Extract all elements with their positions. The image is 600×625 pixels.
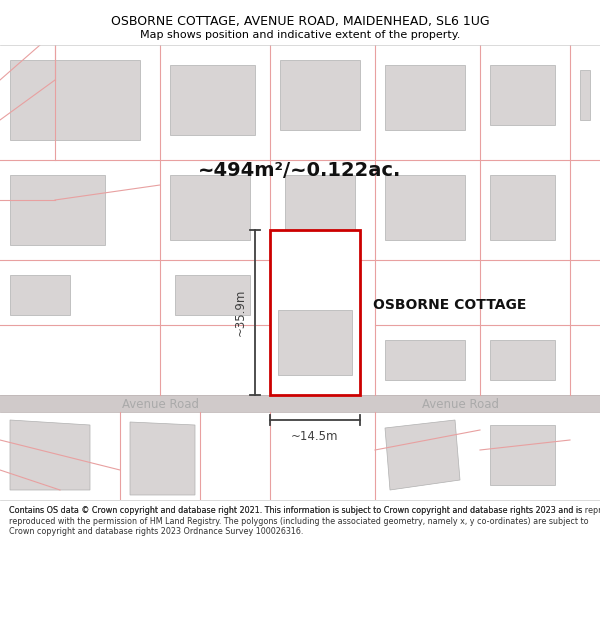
Bar — [385, 175, 465, 240]
Bar — [385, 340, 465, 380]
Bar — [490, 65, 555, 125]
Polygon shape — [130, 422, 195, 495]
Bar — [490, 175, 555, 240]
Bar — [10, 175, 105, 245]
Text: Contains OS data © Crown copyright and database right 2021. This information is : Contains OS data © Crown copyright and d… — [9, 506, 600, 515]
Text: OSBORNE COTTAGE, AVENUE ROAD, MAIDENHEAD, SL6 1UG: OSBORNE COTTAGE, AVENUE ROAD, MAIDENHEAD… — [110, 15, 490, 28]
Bar — [170, 175, 250, 240]
Bar — [10, 60, 140, 140]
Bar — [580, 70, 590, 120]
Text: Avenue Road: Avenue Road — [121, 398, 199, 411]
Text: Map shows position and indicative extent of the property.: Map shows position and indicative extent… — [140, 30, 460, 40]
Bar — [175, 275, 250, 315]
Text: Avenue Road: Avenue Road — [421, 398, 499, 411]
Bar — [10, 275, 70, 315]
Bar — [278, 310, 352, 375]
Text: Contains OS data © Crown copyright and database right 2021. This information is : Contains OS data © Crown copyright and d… — [9, 506, 589, 536]
Text: OSBORNE COTTAGE: OSBORNE COTTAGE — [373, 298, 527, 312]
Bar — [270, 230, 360, 395]
Bar — [278, 310, 352, 375]
Polygon shape — [385, 420, 460, 490]
Text: ~14.5m: ~14.5m — [291, 430, 339, 443]
Bar — [280, 60, 360, 130]
Text: ~494m²/~0.122ac.: ~494m²/~0.122ac. — [199, 161, 401, 179]
Bar — [0, 395, 600, 412]
Bar — [490, 340, 555, 380]
Text: ~35.9m: ~35.9m — [234, 289, 247, 336]
Bar — [490, 425, 555, 485]
Polygon shape — [10, 420, 90, 490]
Bar — [285, 175, 355, 230]
Bar — [170, 65, 255, 135]
Bar — [385, 65, 465, 130]
